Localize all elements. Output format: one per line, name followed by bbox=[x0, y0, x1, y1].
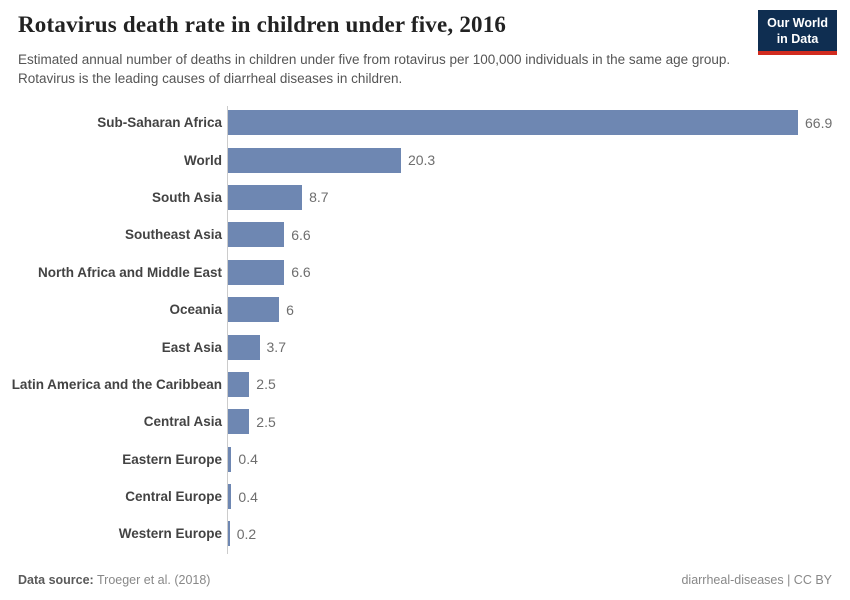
bar bbox=[228, 259, 285, 285]
bar bbox=[228, 484, 232, 510]
bar bbox=[228, 184, 303, 210]
category-label: North Africa and Middle East bbox=[37, 264, 222, 280]
category-label: Oceania bbox=[169, 302, 222, 318]
bar-row: North Africa and Middle East 6.6 bbox=[0, 254, 850, 291]
category-label: Central Asia bbox=[143, 414, 222, 430]
value-label: 6.6 bbox=[291, 226, 311, 243]
category-label: Eastern Europe bbox=[122, 451, 222, 467]
bar bbox=[228, 521, 230, 547]
value-label: 2.5 bbox=[256, 413, 276, 430]
owid-logo-line1: Our World bbox=[767, 16, 828, 30]
value-label: 66.9 bbox=[805, 114, 833, 131]
data-source-value: Troeger et al. (2018) bbox=[96, 573, 211, 587]
bar-row: Western Europe 0.2 bbox=[0, 515, 850, 552]
category-label: Central Europe bbox=[125, 489, 222, 505]
bar-row: Oceania 6 bbox=[0, 291, 850, 328]
value-label: 2.5 bbox=[256, 376, 276, 393]
bar bbox=[228, 409, 250, 435]
chart-subtitle: Estimated annual number of deaths in chi… bbox=[18, 52, 731, 86]
bar bbox=[228, 222, 285, 248]
category-label: Southeast Asia bbox=[124, 227, 222, 243]
value-label: 6.6 bbox=[291, 264, 311, 281]
bar bbox=[228, 110, 798, 136]
bar-chart: Sub-Saharan Africa 66.9 World 20.3 South Asi… bbox=[0, 104, 850, 556]
category-label: World bbox=[184, 152, 222, 168]
data-source-label: Data source: bbox=[18, 573, 94, 587]
bar-rows: Sub-Saharan Africa 66.9 World 20.3 South Asi… bbox=[0, 104, 850, 553]
value-label: 0.4 bbox=[238, 488, 258, 505]
page-title: Rotavirus death rate in children under f… bbox=[18, 12, 507, 37]
bar-row: Central Asia 2.5 bbox=[0, 403, 850, 440]
bar-row: Southeast Asia 6.6 bbox=[0, 216, 850, 253]
data-source: Data source: Troeger et al. (2018) bbox=[18, 573, 210, 587]
category-label: South Asia bbox=[151, 189, 222, 205]
value-label: 0.2 bbox=[236, 525, 257, 542]
value-label: 6 bbox=[286, 301, 294, 318]
bar-row: Eastern Europe 0.4 bbox=[0, 441, 850, 478]
category-label: Sub-Saharan Africa bbox=[97, 115, 222, 131]
owid-logo: Our World in Data bbox=[758, 10, 837, 56]
bar-row: South Asia 8.7 bbox=[0, 179, 850, 216]
category-label: Western Europe bbox=[118, 526, 222, 542]
value-label: 8.7 bbox=[309, 189, 329, 206]
value-label: 20.3 bbox=[407, 152, 436, 169]
bar bbox=[228, 334, 260, 360]
bar bbox=[228, 446, 232, 472]
license-note: diarrheal-diseases | CC BY bbox=[681, 573, 832, 587]
bar-row: East Asia 3.7 bbox=[0, 328, 850, 365]
bar-row: Central Europe 0.4 bbox=[0, 478, 850, 515]
category-label: Latin America and the Caribbean bbox=[11, 376, 222, 392]
bar bbox=[228, 147, 401, 173]
value-label: 0.4 bbox=[238, 451, 258, 468]
bar-row: Latin America and the Caribbean 2.5 bbox=[0, 366, 850, 403]
category-label: East Asia bbox=[161, 339, 222, 355]
bar bbox=[228, 371, 250, 397]
bar-row: Sub-Saharan Africa 66.9 bbox=[0, 104, 850, 141]
owid-logo-line2: in Data bbox=[776, 31, 819, 46]
y-axis-line bbox=[227, 106, 228, 554]
bar-row: World 20.3 bbox=[0, 141, 850, 178]
value-label: 3.7 bbox=[266, 339, 286, 356]
bar bbox=[228, 297, 280, 323]
